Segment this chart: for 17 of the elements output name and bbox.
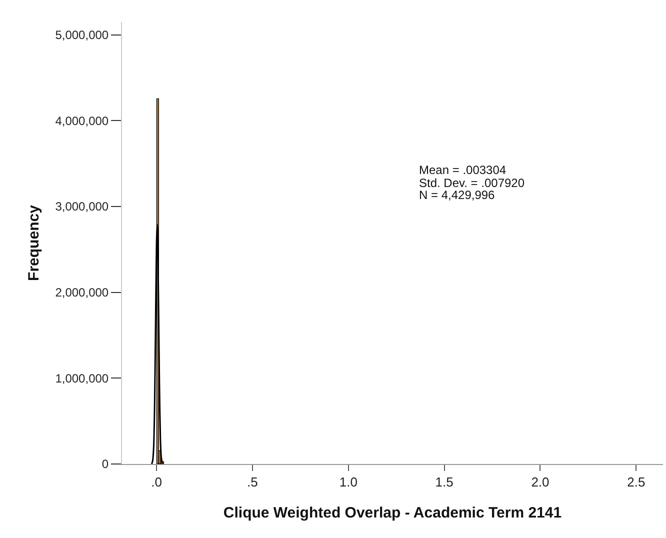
- x-tick-label: 2.5: [627, 474, 646, 490]
- y-tick-label: 1,000,000: [55, 371, 109, 386]
- annotation: N = 4,429,996: [419, 188, 496, 202]
- x-axis-title: Clique Weighted Overlap - Academic Term 2141: [223, 504, 562, 522]
- y-tick-label: 2,000,000: [55, 286, 109, 300]
- x-tick-label: 1.0: [339, 474, 358, 490]
- annotation: Std. Dev. = .007920: [419, 176, 525, 190]
- annotation: Mean = .003304: [419, 163, 506, 177]
- y-tick-label: 3,000,000: [55, 200, 109, 214]
- x-tick-label: 2.0: [531, 474, 550, 490]
- y-axis-title: Frequency: [25, 204, 42, 281]
- y-tick-label: 5,000,000: [55, 28, 109, 42]
- y-tick-label: 4,000,000: [55, 114, 109, 128]
- x-tick-label: .0: [151, 474, 162, 490]
- x-tick-label: 1.5: [435, 474, 454, 490]
- y-tick-label: 0: [102, 457, 109, 472]
- x-tick-label: .5: [247, 474, 258, 490]
